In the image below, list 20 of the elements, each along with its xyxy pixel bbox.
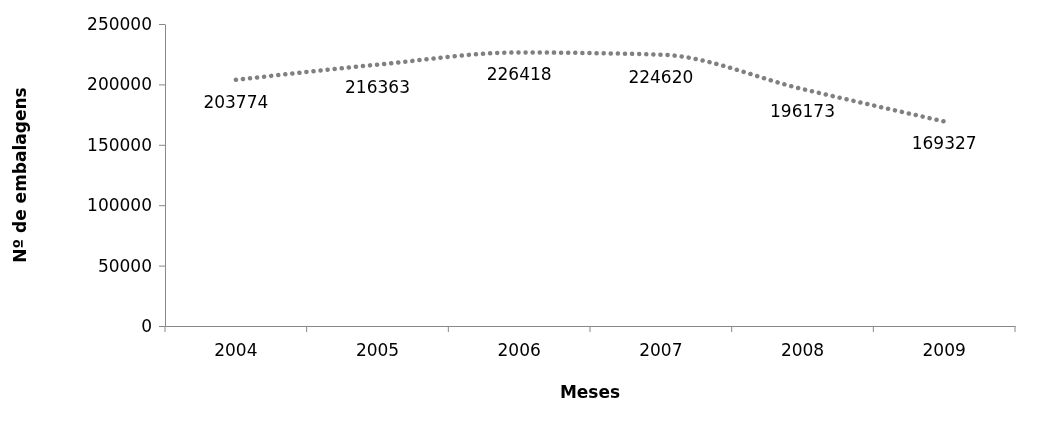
data-label: 216363 xyxy=(345,76,410,97)
y-tick-label: 0 xyxy=(141,315,152,336)
data-label: 169327 xyxy=(911,133,977,154)
data-label: 196173 xyxy=(770,101,835,122)
x-tick-label: 2005 xyxy=(355,340,400,361)
data-label: 224620 xyxy=(628,66,694,87)
y-tick-label: 100000 xyxy=(87,195,152,216)
y-tick-label: 250000 xyxy=(87,13,152,34)
x-tick-label: 2009 xyxy=(922,340,966,361)
y-tick-label: 150000 xyxy=(87,134,152,155)
x-tick-label: 2006 xyxy=(497,340,541,361)
x-tick-label: 2008 xyxy=(780,340,825,361)
data-label: 226418 xyxy=(486,64,552,85)
y-tick-label: 200000 xyxy=(87,74,152,95)
x-axis-title: Meses xyxy=(559,382,621,402)
y-axis-title: Nº de embalagens xyxy=(10,87,30,263)
x-tick-label: 2004 xyxy=(214,340,258,361)
y-tick-label: 50000 xyxy=(97,255,152,276)
x-tick-label: 2007 xyxy=(639,340,683,361)
data-label: 203774 xyxy=(203,91,269,112)
